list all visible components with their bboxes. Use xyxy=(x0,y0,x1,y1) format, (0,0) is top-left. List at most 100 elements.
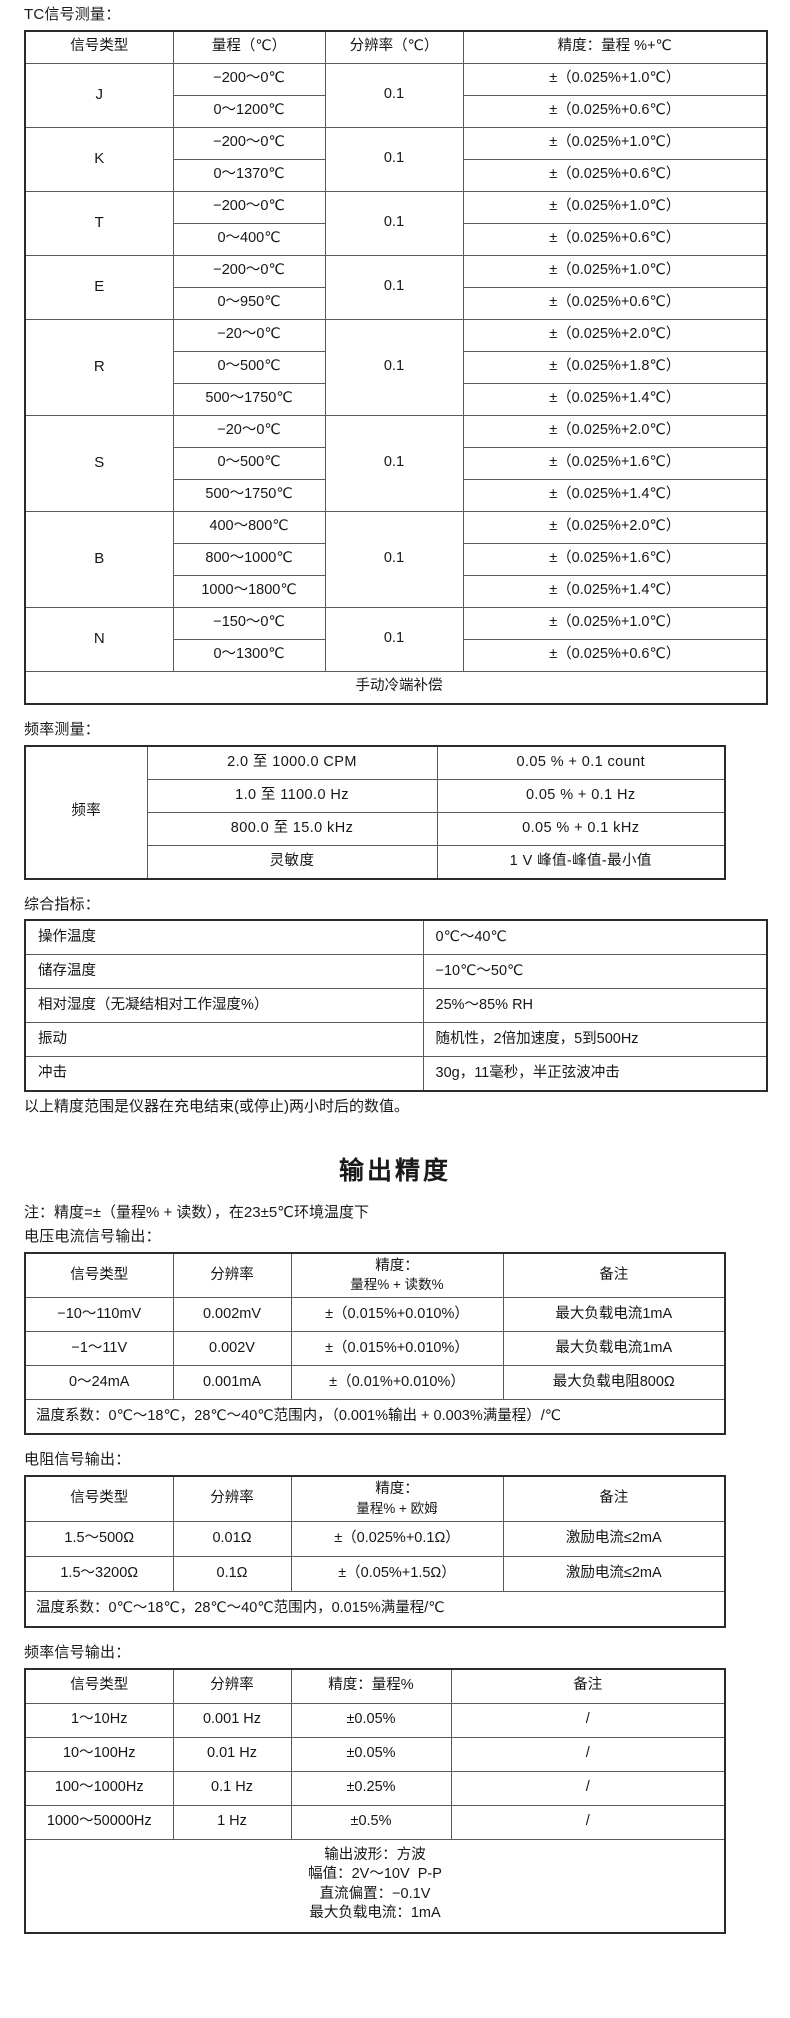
table-row: K −200～0℃ 0.1 ±（0.025%+1.0℃） xyxy=(24,126,768,192)
overall-spec-value: −10℃～50℃ xyxy=(422,954,768,990)
tc-range: 0～950℃ xyxy=(172,286,326,320)
vi-signal-type: −10～110mV xyxy=(24,1297,174,1333)
tc-signal-type: J xyxy=(24,62,174,128)
tc-header-0: 信号类型 xyxy=(24,29,174,64)
freq-out-accuracy: ±0.05% xyxy=(290,1702,452,1738)
res-header-remark: 备注 xyxy=(502,1475,726,1522)
freq-out-header-1: 分辨率 xyxy=(172,1667,292,1704)
tc-resolution: 0.1 xyxy=(324,606,464,672)
freq-out-header-2: 精度：量程% xyxy=(290,1667,452,1704)
vi-accuracy: ±（0.015%+0.010%） xyxy=(290,1297,504,1333)
table-row: B 400～800℃ 0.1 ±（0.025%+2.0℃） xyxy=(24,510,768,608)
freq-out-header-3: 备注 xyxy=(450,1667,726,1704)
tc-signal-type: B xyxy=(24,510,174,608)
res-temperature-coefficient: 温度系数：0℃～18℃，28℃～40℃范围内，0.015%满量程/℃ xyxy=(24,1590,726,1628)
vi-signal-type: −1～11V xyxy=(24,1331,174,1367)
frequency-accuracy: 0.05 % + 0.1 Hz xyxy=(436,778,726,813)
table-row: 1～10Hz 0.001 Hz ±0.05% / xyxy=(24,1702,726,1738)
frequency-accuracy: 1 V 峰值-峰值-最小值 xyxy=(436,844,726,880)
tc-header-2: 分辨率（℃） xyxy=(324,29,464,64)
overall-spec-key: 储存温度 xyxy=(24,954,424,990)
freq-out-footer-block: 输出波形：方波 幅值：2V～10V P-P 直流偏置：−0.1V 最大负载电流：1mA xyxy=(24,1838,726,1934)
tc-signal-type: E xyxy=(24,254,174,320)
vi-resolution: 0.002mV xyxy=(172,1297,292,1333)
table-footer-row: 手动冷端补偿 xyxy=(24,670,768,705)
tc-accuracy: ±（0.025%+0.6℃） xyxy=(462,286,768,320)
table-row: 操作温度 0℃～40℃ xyxy=(24,919,768,956)
voltage-current-output-table: 信号类型 分辨率 精度： 量程% + 读数% 备注 −10～110mV 0.002mV ±（0… xyxy=(24,1251,726,1436)
table-header-row: 信号类型 分辨率 精度： 量程% + 读数% 备注 xyxy=(24,1251,726,1299)
res-accuracy: ±（0.05%+1.5Ω） xyxy=(290,1555,504,1592)
table-row: N −150～0℃ 0.1 ±（0.025%+1.0℃） xyxy=(24,606,768,672)
overall-spec-value: 25%～85% RH xyxy=(422,988,768,1024)
table-row: 冲击 30g，11毫秒，半正弦波冲击 xyxy=(24,1056,768,1093)
vi-accuracy: ±（0.01%+0.010%） xyxy=(290,1365,504,1401)
frequency-output-table: 信号类型 分辨率 精度：量程% 备注 1～10Hz 0.001 Hz ±0.05%/10～1… xyxy=(24,1667,726,1934)
tc-section-label: TC信号测量： xyxy=(24,6,121,23)
table-row: 500～1750℃ ±（0.025%+1.4℃） xyxy=(25,478,768,512)
vi-signal-type: 0～24mA xyxy=(24,1365,174,1401)
freq-out-remark: / xyxy=(450,1736,726,1772)
freq-out-signal-type: 100～1000Hz xyxy=(24,1770,174,1806)
frequency-output-label: 频率信号输出： xyxy=(24,1643,131,1661)
overall-spec-key: 操作温度 xyxy=(24,919,424,956)
overall-spec-key: 相对湿度（无凝结相对工作湿度%） xyxy=(24,988,424,1024)
spec-document-page: TC信号测量： 信号类型 量程（℃） 分辨率（℃） 精度：量程 %+℃ J −200～0℃… xyxy=(24,6,768,1934)
res-signal-type: 1.5～3200Ω xyxy=(24,1555,174,1592)
table-row: 1.5～500Ω 0.01Ω ±（0.025%+0.1Ω） 激励电流≤2mA xyxy=(24,1520,726,1557)
vi-remark: 最大负载电阻800Ω xyxy=(502,1365,726,1401)
freq-out-footer-line-0: 输出波形：方波 xyxy=(324,1846,426,1863)
tc-accuracy: ±（0.025%+2.0℃） xyxy=(462,414,768,448)
table-row: 0～1200℃ ±（0.025%+0.6℃） xyxy=(25,94,768,128)
overall-specs-label: 综合指标： xyxy=(24,895,101,913)
table-header-row: 信号类型 分辨率 精度：量程% 备注 xyxy=(24,1667,726,1704)
tc-resolution: 0.1 xyxy=(324,510,464,608)
tc-accuracy: ±（0.025%+1.6℃） xyxy=(462,542,768,576)
table-footer-row: 输出波形：方波 幅值：2V～10V P-P 直流偏置：−0.1V 最大负载电流：1mA xyxy=(24,1838,726,1934)
tc-accuracy: ±（0.025%+1.0℃） xyxy=(462,190,768,224)
res-header-type: 信号类型 xyxy=(24,1475,174,1522)
frequency-range: 1.0 至 1100.0 Hz xyxy=(146,778,438,813)
res-header-resolution: 分辨率 xyxy=(172,1475,292,1522)
table-row: 800.0 至 15.0 kHz 0.05 % + 0.1 kHz xyxy=(25,811,726,846)
table-row: J −200～0℃ 0.1 ±（0.025%+1.0℃） xyxy=(24,62,768,128)
overall-note: 以上精度范围是仪器在充电结束(或停止)两小时后的数值。 xyxy=(24,1098,409,1116)
tc-accuracy: ±（0.025%+1.6℃） xyxy=(462,446,768,480)
freq-out-remark: / xyxy=(450,1702,726,1738)
freq-out-remark: / xyxy=(450,1804,726,1840)
res-remark: 激励电流≤2mA xyxy=(502,1555,726,1592)
overall-spec-key: 冲击 xyxy=(24,1056,424,1093)
freq-out-resolution: 0.1 Hz xyxy=(172,1770,292,1806)
tc-range: 1000～1800℃ xyxy=(172,574,326,608)
freq-out-footer-line-1: 幅值：2V～10V P-P xyxy=(308,1866,442,1883)
vi-header-resolution: 分辨率 xyxy=(172,1251,292,1299)
output-accuracy-title: 输出精度 xyxy=(338,1156,451,1185)
freq-out-signal-type: 10～100Hz xyxy=(24,1736,174,1772)
tc-range: −200～0℃ xyxy=(172,254,326,288)
table-row: 0～500℃ ±（0.025%+1.6℃） xyxy=(25,446,768,480)
overall-spec-key: 振动 xyxy=(24,1022,424,1058)
tc-range: −200～0℃ xyxy=(172,62,326,96)
tc-measurement-table: 信号类型 量程（℃） 分辨率（℃） 精度：量程 %+℃ J −200～0℃ 0.1 ±（0.0… xyxy=(24,29,768,705)
res-header-accuracy: 精度： 量程% + 欧姆 xyxy=(290,1475,504,1522)
resistance-output-label: 电阻信号输出： xyxy=(24,1451,131,1469)
table-row: 1000～50000Hz 1 Hz ±0.5% / xyxy=(24,1804,726,1840)
tc-accuracy: ±（0.025%+0.6℃） xyxy=(462,94,768,128)
overall-spec-value: 30g，11毫秒，半正弦波冲击 xyxy=(422,1056,768,1093)
tc-signal-type: S xyxy=(24,414,174,512)
vi-accuracy: ±（0.015%+0.010%） xyxy=(290,1331,504,1367)
tc-range: −150～0℃ xyxy=(172,606,326,640)
tc-range: 0～500℃ xyxy=(172,350,326,384)
tc-header-3: 精度：量程 %+℃ xyxy=(462,29,768,64)
table-row: 500～1750℃ ±（0.025%+1.4℃） xyxy=(25,382,768,416)
table-row: 储存温度 −10℃～50℃ xyxy=(24,954,768,990)
tc-accuracy: ±（0.025%+1.4℃） xyxy=(462,382,768,416)
table-footer-row: 温度系数：0℃～18℃，28℃～40℃范围内，（0.001%输出 + 0.003… xyxy=(24,1399,726,1436)
vi-remark: 最大负载电流1mA xyxy=(502,1297,726,1333)
tc-range: 0～500℃ xyxy=(172,446,326,480)
tc-header-1: 量程（℃） xyxy=(172,29,326,64)
tc-resolution: 0.1 xyxy=(324,414,464,512)
voltage-current-output-label: 电压电流信号输出： xyxy=(24,1227,161,1245)
tc-accuracy: ±（0.025%+1.4℃） xyxy=(462,478,768,512)
tc-range: 0～1370℃ xyxy=(172,158,326,192)
